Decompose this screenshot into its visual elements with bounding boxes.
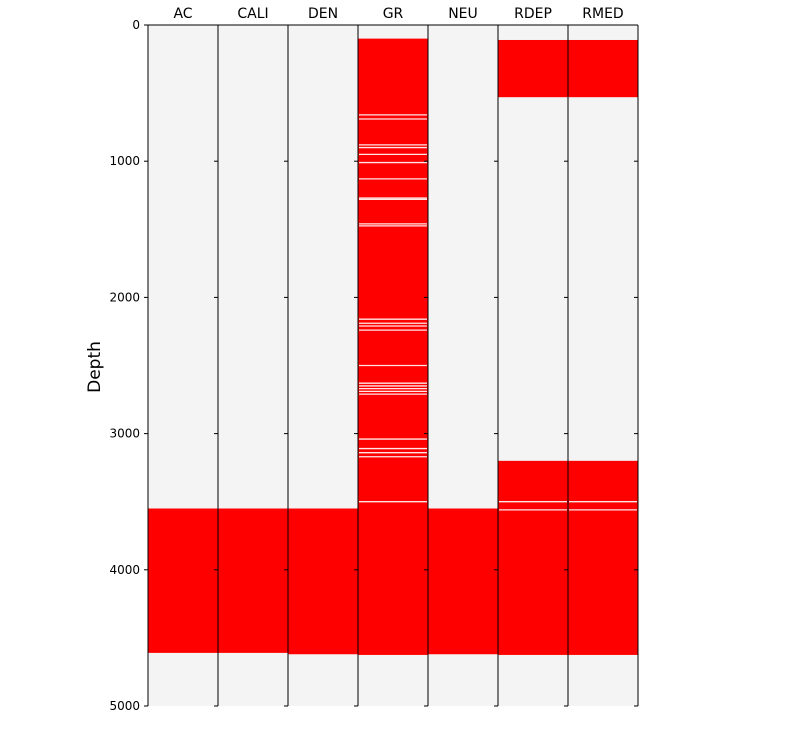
data-present-rdep-1 bbox=[498, 460, 568, 655]
column-label-gr: GR bbox=[383, 6, 404, 22]
y-axis-title: Depth bbox=[85, 341, 105, 393]
column-label-rdep: RDEP bbox=[514, 6, 552, 22]
data-present-gr-0 bbox=[358, 38, 428, 655]
data-present-rmed-1 bbox=[568, 460, 638, 655]
data-present-rdep-0 bbox=[498, 39, 568, 98]
column-label-ac: AC bbox=[173, 6, 192, 22]
data-present-den-0 bbox=[288, 508, 358, 655]
y-tick-label-0: 0 bbox=[132, 18, 140, 32]
data-present-rmed-0 bbox=[568, 39, 638, 98]
y-tick-label-3000: 3000 bbox=[109, 427, 140, 441]
data-present-neu-0 bbox=[428, 508, 498, 655]
data-present-cali-0 bbox=[218, 508, 288, 653]
y-tick-label-5000: 5000 bbox=[109, 699, 140, 713]
y-tick-label-2000: 2000 bbox=[109, 290, 140, 304]
column-label-den: DEN bbox=[308, 6, 338, 22]
y-tick-label-4000: 4000 bbox=[109, 563, 140, 577]
depth-axis: 0 1000 2000 3000 4000 5000 bbox=[109, 18, 639, 713]
data-present-ac-0 bbox=[148, 508, 218, 653]
column-label-rmed: RMED bbox=[582, 6, 623, 22]
column-label-cali: CALI bbox=[237, 6, 268, 22]
column-label-neu: NEU bbox=[448, 6, 478, 22]
plot-area bbox=[148, 25, 638, 706]
y-tick-label-1000: 1000 bbox=[109, 154, 140, 168]
column-labels: AC CALI DEN GR NEU RDEP RMED bbox=[173, 6, 623, 22]
